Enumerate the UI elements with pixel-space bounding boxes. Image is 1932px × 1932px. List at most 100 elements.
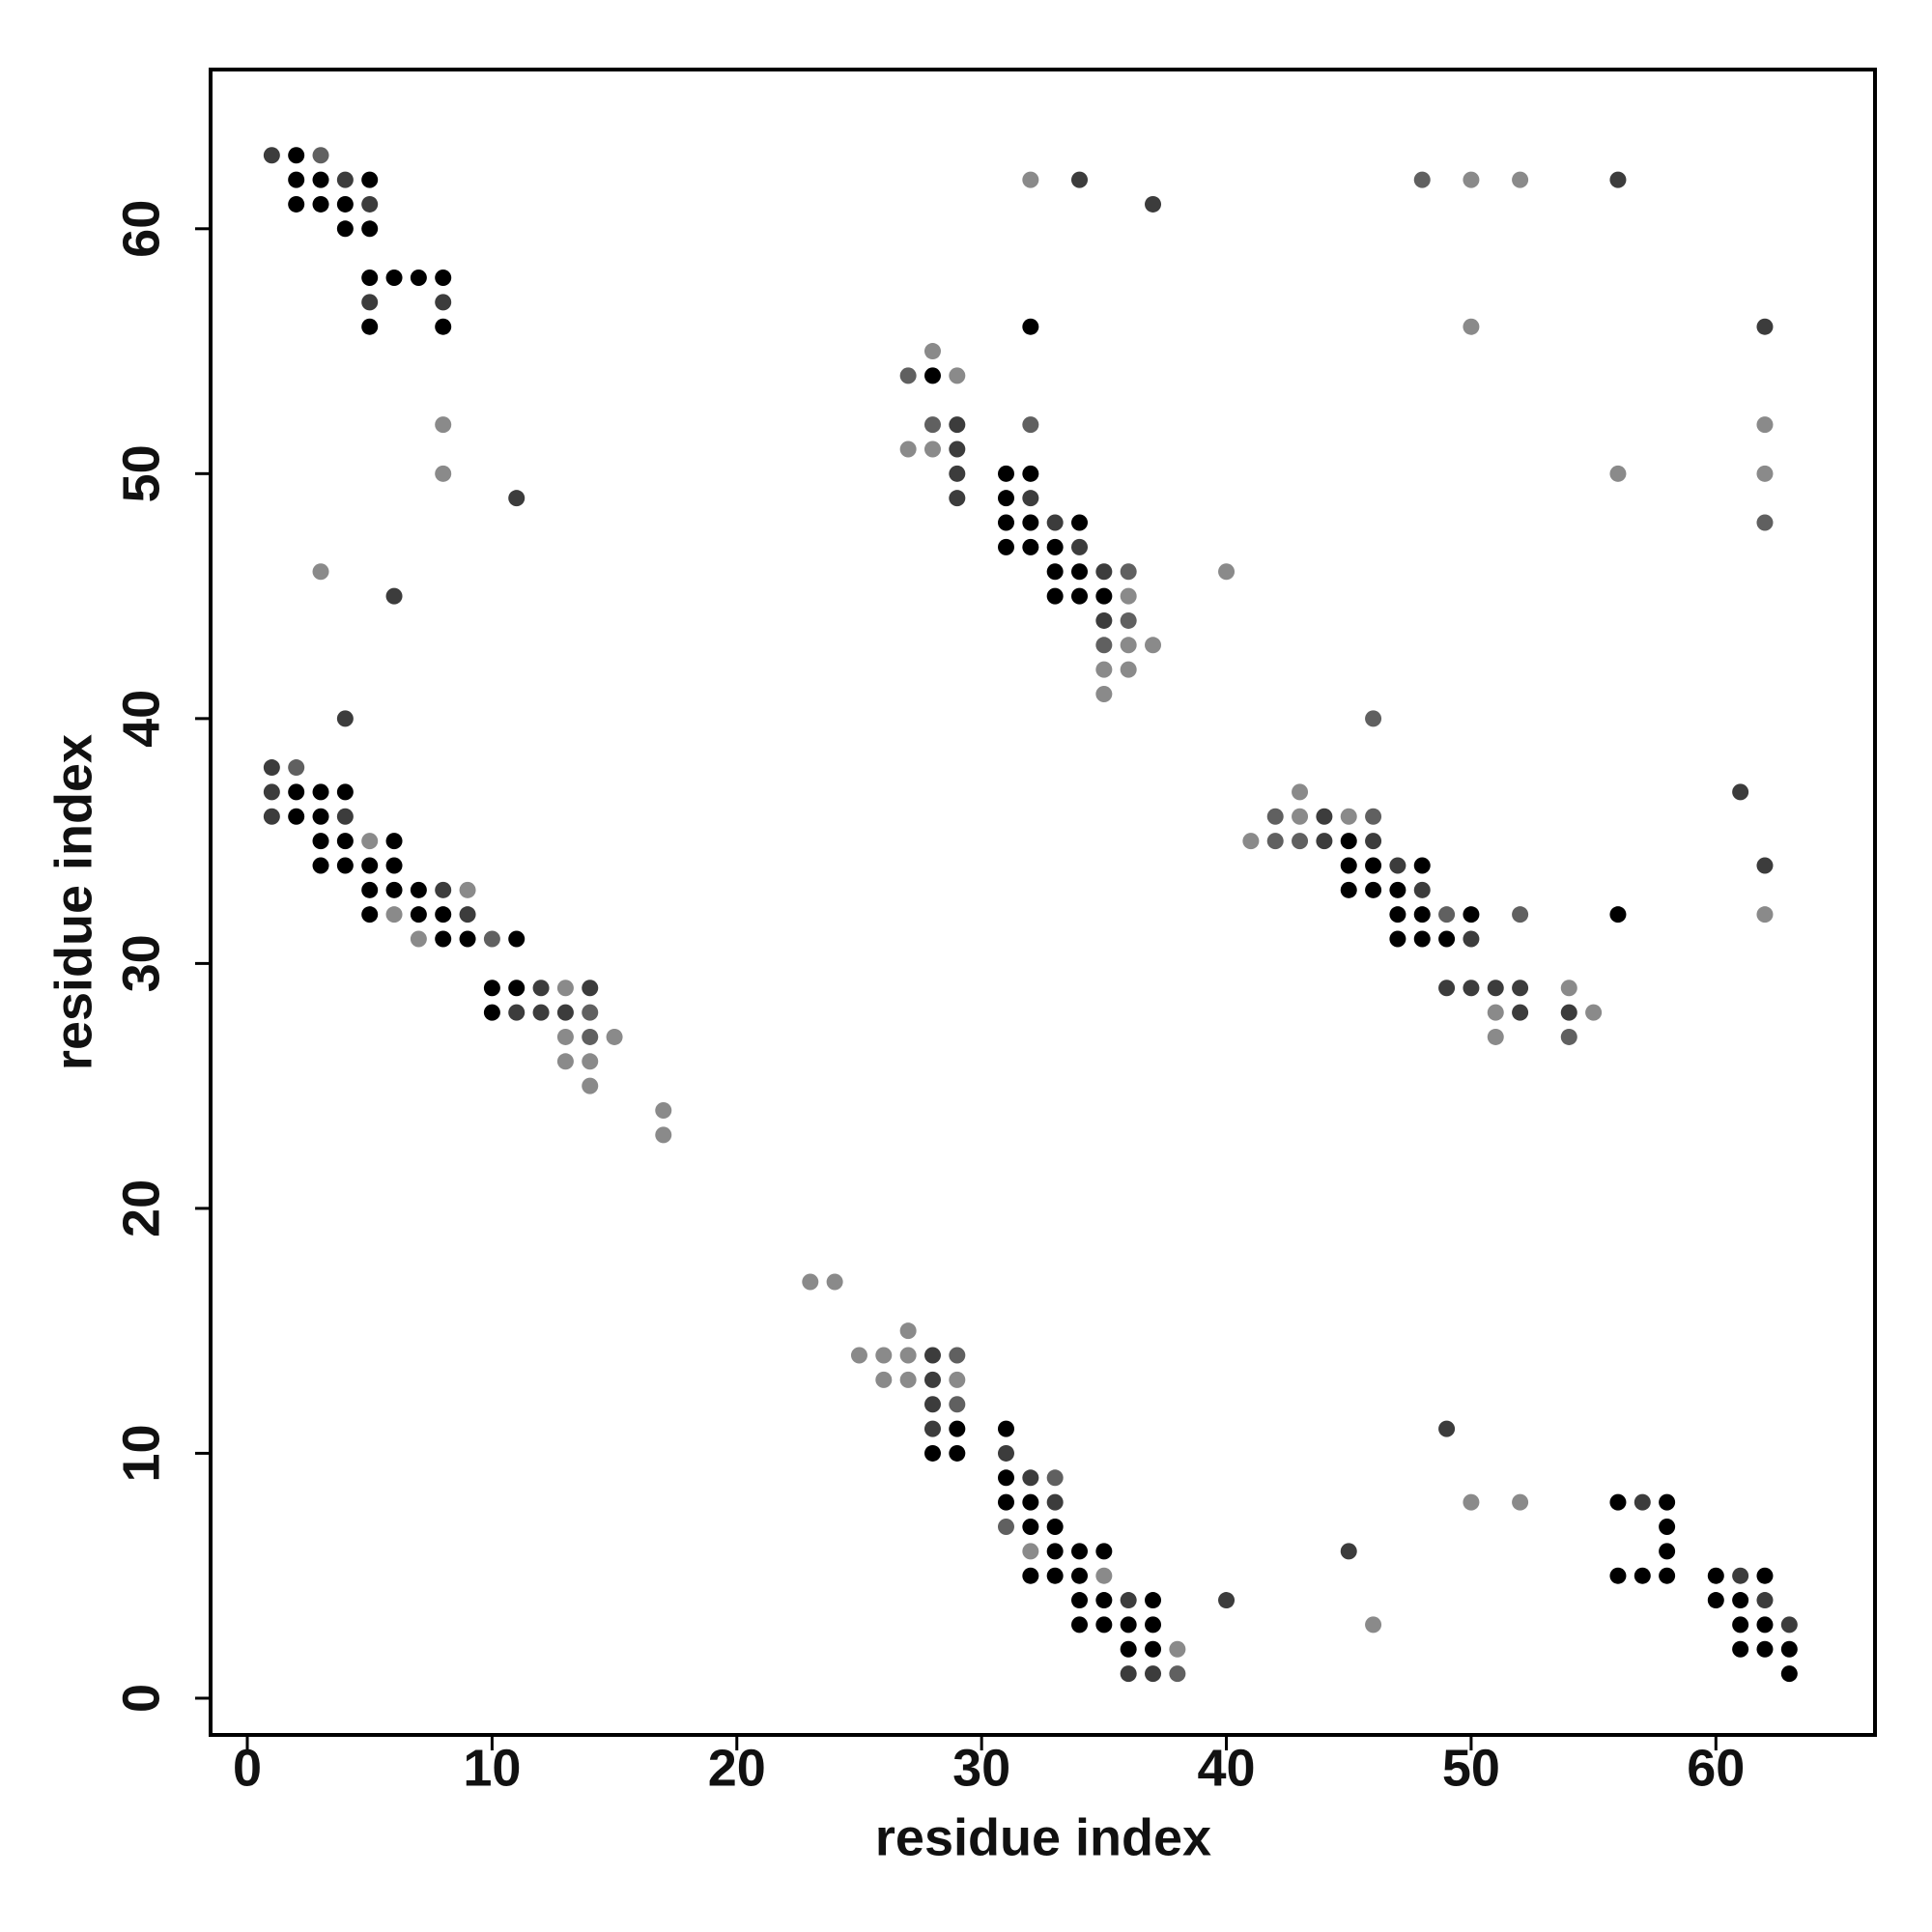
point <box>1046 1543 1064 1560</box>
y-tick-label: 30 <box>112 934 170 992</box>
point <box>1046 514 1064 531</box>
point <box>1487 980 1504 997</box>
point <box>1560 1028 1577 1045</box>
point <box>1071 1592 1089 1609</box>
point <box>361 270 379 286</box>
point <box>1071 1567 1089 1584</box>
point <box>1266 808 1284 825</box>
point <box>997 1444 1014 1462</box>
point <box>1316 833 1333 850</box>
point <box>1022 318 1039 335</box>
point <box>1218 1592 1236 1609</box>
x-tick-label: 20 <box>708 1739 766 1797</box>
point <box>1145 1665 1162 1683</box>
point <box>1438 980 1456 997</box>
point <box>1732 1616 1749 1634</box>
x-tick-label: 60 <box>1687 1739 1745 1797</box>
point <box>850 1347 867 1364</box>
point <box>1780 1640 1798 1658</box>
point <box>923 1444 941 1462</box>
point <box>1120 1616 1137 1634</box>
point <box>508 930 526 948</box>
point <box>875 1371 893 1388</box>
point <box>1732 1592 1749 1609</box>
point <box>435 416 452 434</box>
point <box>1365 857 1382 874</box>
point <box>1169 1665 1186 1683</box>
point <box>1463 980 1480 997</box>
x-tick-label: 40 <box>1197 1739 1255 1797</box>
x-axis-title: residue index <box>875 1808 1211 1866</box>
point <box>997 465 1014 482</box>
point <box>949 440 966 458</box>
point <box>1022 416 1039 434</box>
point <box>1463 318 1480 335</box>
point <box>1609 1567 1627 1584</box>
point <box>655 1126 672 1144</box>
point <box>1463 930 1480 948</box>
point <box>459 906 476 923</box>
point <box>1022 171 1039 188</box>
point <box>899 440 917 458</box>
point <box>923 343 941 360</box>
point <box>385 270 403 286</box>
point <box>1145 1640 1162 1658</box>
point <box>1120 587 1137 605</box>
point <box>949 1444 966 1462</box>
point <box>1756 318 1774 335</box>
point <box>312 171 329 188</box>
point <box>288 171 305 188</box>
point <box>1707 1567 1724 1584</box>
point <box>1389 930 1406 948</box>
point <box>361 220 379 238</box>
point <box>1095 587 1113 605</box>
point <box>1340 1543 1357 1560</box>
y-tick-label: 40 <box>112 690 170 748</box>
point <box>899 1322 917 1340</box>
point <box>1389 906 1406 923</box>
point <box>263 783 280 801</box>
point <box>1169 1640 1186 1658</box>
point <box>1022 538 1039 555</box>
point <box>1756 857 1774 874</box>
point <box>1756 1567 1774 1584</box>
point <box>410 906 427 923</box>
point <box>1022 1543 1039 1560</box>
point <box>1095 1567 1113 1584</box>
point <box>556 1028 574 1045</box>
point <box>1046 1493 1064 1511</box>
point <box>1463 906 1480 923</box>
point <box>1609 906 1627 923</box>
point <box>1022 1567 1039 1584</box>
point <box>556 1004 574 1021</box>
point <box>336 220 354 238</box>
point <box>312 808 329 825</box>
point <box>1022 514 1039 531</box>
point <box>336 808 354 825</box>
point <box>606 1028 623 1045</box>
point <box>1732 1640 1749 1658</box>
point <box>556 1053 574 1070</box>
point <box>483 1004 500 1021</box>
point <box>949 490 966 507</box>
point <box>1120 563 1137 581</box>
point <box>1095 563 1113 581</box>
point <box>923 1420 941 1437</box>
point <box>263 808 280 825</box>
point <box>1487 1004 1504 1021</box>
point <box>312 783 329 801</box>
point <box>435 881 452 898</box>
point <box>483 980 500 997</box>
point <box>1560 1004 1577 1021</box>
point <box>1659 1493 1676 1511</box>
point <box>875 1347 893 1364</box>
y-tick-label: 10 <box>112 1424 170 1482</box>
point <box>1756 1592 1774 1609</box>
point <box>1512 171 1529 188</box>
point <box>1585 1004 1603 1021</box>
point <box>263 759 280 777</box>
point <box>655 1102 672 1119</box>
point <box>1145 1592 1162 1609</box>
